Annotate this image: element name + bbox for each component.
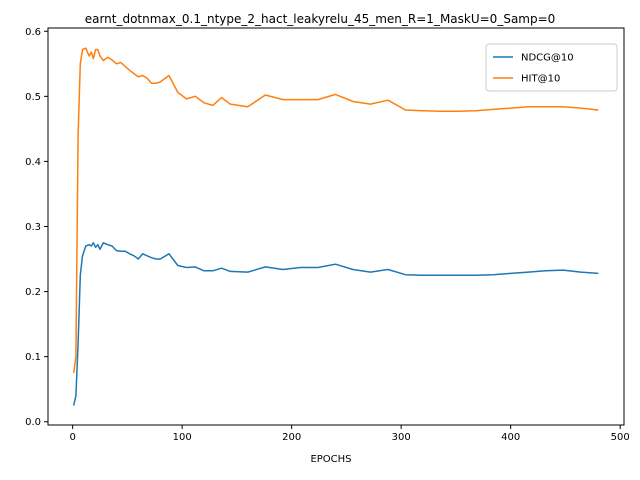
series-layer bbox=[72, 47, 599, 406]
series-line-hit-10 bbox=[72, 47, 599, 374]
x-tick-label: 300 bbox=[392, 432, 411, 443]
y-tick-label: 0.1 bbox=[25, 352, 41, 363]
axes-layer: 0 100 200 300 400 500 0.0 0.1 0.2 0.3 0.4 0.5 0.6 bbox=[25, 27, 630, 443]
y-tick-label: 0.0 bbox=[25, 417, 41, 428]
y-tick-label: 0.2 bbox=[25, 287, 41, 298]
chart-title: earnt_dotnmax_0.1_ntype_2_hact_leakyrelu… bbox=[85, 12, 556, 26]
y-tick-label: 0.3 bbox=[25, 222, 41, 233]
x-tick-label: 500 bbox=[611, 432, 630, 443]
y-tick-label: 0.5 bbox=[25, 92, 41, 103]
x-tick-label: 0 bbox=[69, 432, 75, 443]
x-tick-label: 200 bbox=[282, 432, 301, 443]
x-axis-label: EPOCHS bbox=[310, 454, 351, 465]
y-tick-label: 0.6 bbox=[25, 27, 41, 38]
series-line-ndcg-10 bbox=[72, 242, 599, 406]
y-tick-label: 0.4 bbox=[25, 157, 41, 168]
x-tick-label: 100 bbox=[173, 432, 192, 443]
legend-label: HIT@10 bbox=[521, 74, 560, 85]
plot-frame bbox=[47, 27, 625, 426]
legend-box bbox=[485, 43, 618, 92]
legend: NDCG@10 HIT@10 bbox=[485, 43, 618, 92]
x-tick-label: 400 bbox=[501, 432, 520, 443]
legend-label: NDCG@10 bbox=[521, 53, 574, 64]
